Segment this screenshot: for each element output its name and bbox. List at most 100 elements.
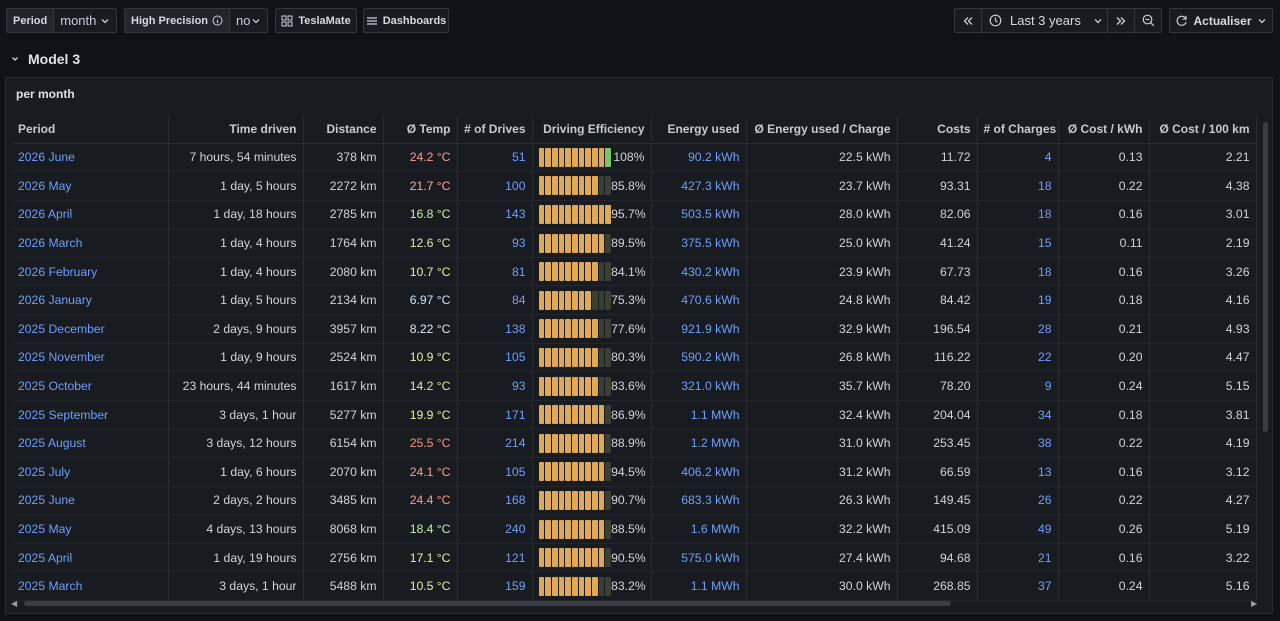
column-header[interactable]: Ø Cost / 100 km	[1149, 116, 1257, 144]
cell-charges[interactable]: 15	[977, 228, 1059, 258]
cell-charges[interactable]: 13	[977, 457, 1059, 487]
cell-energy[interactable]: 430.2 kWh	[651, 257, 747, 287]
cell-charges[interactable]: 34	[977, 400, 1059, 430]
column-header[interactable]: Ø Temp	[383, 116, 458, 144]
cell-period[interactable]: 2025 November	[12, 343, 169, 373]
row-collapse-toggle[interactable]: Model 3	[10, 49, 80, 69]
cell-drives[interactable]: 84	[457, 285, 533, 316]
cell-energy[interactable]: 90.2 kWh	[651, 143, 747, 173]
cell-charges[interactable]: 49	[977, 514, 1059, 544]
time-shift-back-button[interactable]	[954, 8, 982, 33]
cell-charges[interactable]: 4	[977, 143, 1059, 173]
cell-energy[interactable]: 406.2 kWh	[651, 457, 747, 487]
cell-eff: 77.6%	[532, 314, 652, 344]
cell-avg-energy: 31.2 kWh	[746, 457, 898, 487]
column-header[interactable]: Distance	[303, 116, 384, 144]
cell-drives[interactable]: 138	[457, 314, 533, 344]
cell-charges[interactable]: 38	[977, 428, 1059, 459]
cell-drives[interactable]: 214	[457, 428, 533, 459]
refresh-button[interactable]: Actualiser	[1169, 8, 1273, 33]
column-header[interactable]: Period	[12, 116, 169, 144]
cell-drives[interactable]: 100	[457, 171, 533, 201]
column-header[interactable]: Ø Cost / kWh	[1058, 116, 1150, 144]
cell-charges[interactable]: 22	[977, 343, 1059, 373]
cell-period[interactable]: 2025 September	[12, 400, 169, 430]
column-header[interactable]: Time driven	[168, 116, 304, 144]
info-icon[interactable]	[212, 15, 223, 26]
cell-charges[interactable]: 28	[977, 314, 1059, 344]
cell-period[interactable]: 2025 March	[12, 571, 169, 601]
column-header[interactable]: Driving Efficiency	[532, 116, 652, 144]
period-variable[interactable]: Period month	[6, 8, 117, 33]
time-shift-forward-button[interactable]	[1107, 8, 1135, 33]
cell-energy[interactable]: 1.2 MWh	[651, 428, 747, 459]
column-header[interactable]: Ø Energy used / Charge	[746, 116, 898, 144]
cell-period[interactable]: 2026 April	[12, 200, 169, 230]
cell-drives[interactable]: 171	[457, 400, 533, 430]
gauge-segment	[571, 548, 578, 568]
cell-energy[interactable]: 427.3 kWh	[651, 171, 747, 201]
cell-energy[interactable]: 1.6 MWh	[651, 514, 747, 544]
cell-period[interactable]: 2025 July	[12, 457, 169, 487]
cell-energy[interactable]: 590.2 kWh	[651, 343, 747, 373]
cell-drives[interactable]: 105	[457, 457, 533, 487]
cell-period[interactable]: 2026 June	[12, 143, 169, 173]
cell-period[interactable]: 2025 June	[12, 486, 169, 516]
cell-drives[interactable]: 121	[457, 543, 533, 573]
cell-period[interactable]: 2025 December	[12, 314, 169, 344]
cell-energy[interactable]: 575.0 kWh	[651, 543, 747, 573]
column-header[interactable]: Energy used	[651, 116, 747, 144]
cell-period[interactable]: 2026 January	[12, 285, 169, 316]
horizontal-scrollbar[interactable]	[24, 601, 951, 606]
cell-drives[interactable]: 93	[457, 371, 533, 401]
cell-period[interactable]: 2026 February	[12, 257, 169, 287]
cell-drives[interactable]: 159	[457, 571, 533, 601]
cell-period[interactable]: 2025 May	[12, 514, 169, 544]
cell-energy[interactable]: 375.5 kWh	[651, 228, 747, 258]
cell-energy[interactable]: 321.0 kWh	[651, 371, 747, 401]
teslamate-link-button[interactable]: TeslaMate	[275, 8, 357, 33]
cell-charges[interactable]: 18	[977, 171, 1059, 201]
cell-drives[interactable]: 168	[457, 486, 533, 516]
gauge-segment	[598, 462, 605, 482]
high-precision-select[interactable]: no	[230, 9, 267, 32]
cell-drives[interactable]: 143	[457, 200, 533, 230]
cell-period[interactable]: 2025 October	[12, 371, 169, 401]
column-header[interactable]: # of Drives	[457, 116, 533, 144]
cell-energy[interactable]: 470.6 kWh	[651, 285, 747, 316]
cell-charges[interactable]: 19	[977, 285, 1059, 316]
cell-drives[interactable]: 240	[457, 514, 533, 544]
scroll-left-arrow-icon[interactable]: ◀	[11, 599, 18, 608]
efficiency-gauge	[538, 147, 612, 167]
period-select[interactable]: month	[54, 9, 116, 32]
cell-energy[interactable]: 921.9 kWh	[651, 314, 747, 344]
cell-charges[interactable]: 18	[977, 200, 1059, 230]
cell-drives[interactable]: 51	[457, 143, 533, 173]
cell-period[interactable]: 2025 April	[12, 543, 169, 573]
cell-period[interactable]: 2026 May	[12, 171, 169, 201]
time-range-picker[interactable]: Last 3 years	[981, 8, 1108, 33]
column-header[interactable]: # of Charges	[977, 116, 1059, 144]
cell-charges[interactable]: 18	[977, 257, 1059, 287]
scroll-right-arrow-icon[interactable]: ▶	[1251, 599, 1258, 608]
chevron-down-icon[interactable]	[1257, 16, 1267, 26]
column-header[interactable]: Costs	[897, 116, 978, 144]
cell-drives[interactable]: 105	[457, 343, 533, 373]
cell-energy[interactable]: 1.1 MWh	[651, 571, 747, 601]
high-precision-variable[interactable]: High Precision no	[124, 8, 268, 33]
vertical-scrollbar[interactable]	[1263, 122, 1268, 432]
cell-charges[interactable]: 9	[977, 371, 1059, 401]
cell-charges[interactable]: 21	[977, 543, 1059, 573]
cell-drives[interactable]: 93	[457, 228, 533, 258]
cell-energy[interactable]: 503.5 kWh	[651, 200, 747, 230]
cell-energy[interactable]: 683.3 kWh	[651, 486, 747, 516]
zoom-out-button[interactable]	[1134, 8, 1162, 33]
cell-period[interactable]: 2026 March	[12, 228, 169, 258]
cell-period[interactable]: 2025 August	[12, 428, 169, 459]
cell-eff: 108%	[532, 143, 652, 173]
cell-energy[interactable]: 1.1 MWh	[651, 400, 747, 430]
dashboards-link-button[interactable]: Dashboards	[363, 8, 449, 33]
cell-drives[interactable]: 81	[457, 257, 533, 287]
cell-charges[interactable]: 26	[977, 486, 1059, 516]
cell-charges[interactable]: 37	[977, 571, 1059, 601]
